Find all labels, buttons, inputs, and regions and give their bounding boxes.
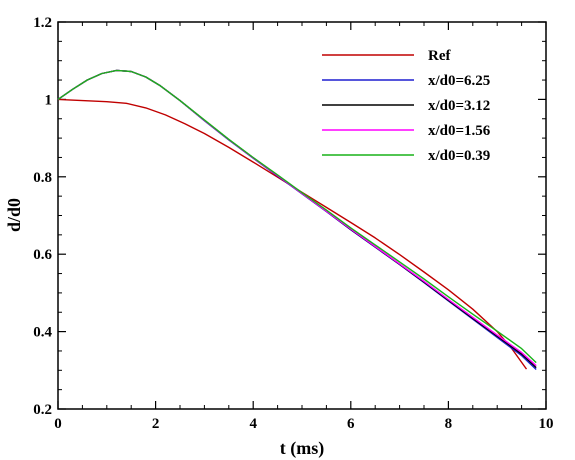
y-tick-label: 1.2 <box>33 15 52 31</box>
legend-label-3: x/d0=3.12 <box>428 98 490 114</box>
y-axis-title: d/d0 <box>4 198 24 232</box>
legend-label-2: x/d0=6.25 <box>428 73 490 89</box>
y-tick-label: 0.8 <box>33 170 52 186</box>
legend-label-1: Ref <box>428 48 451 64</box>
y-tick-label: 0.4 <box>33 325 52 341</box>
legend-label-4: x/d0=1.56 <box>428 123 491 139</box>
legend-label-5: x/d0=0.39 <box>428 148 490 164</box>
series-line-4 <box>57 69 537 367</box>
x-tick-label: 4 <box>249 416 257 432</box>
y-tick-label: 0.6 <box>33 247 52 263</box>
series-line-1 <box>57 98 528 370</box>
x-tick-label: 10 <box>539 416 554 432</box>
legend: Ref x/d0=6.25 x/d0=3.12 x/d0=1.56 x/d0=0.39 <box>322 48 491 164</box>
axis-ticks <box>57 21 547 410</box>
x-tick-label: 2 <box>152 416 160 432</box>
series-line-5 <box>57 69 537 364</box>
series-lines <box>57 69 537 371</box>
series-line-3 <box>57 69 537 369</box>
y-tick-label: 0.2 <box>33 402 52 418</box>
series-line-2 <box>57 69 537 371</box>
x-axis-title: t (ms) <box>280 438 324 459</box>
x-tick-label: 8 <box>445 416 453 432</box>
axis-tick-labels: 0 2 4 6 8 10 0.2 0.4 0.6 0.8 1 1.2 <box>33 15 553 432</box>
x-tick-label: 0 <box>54 416 62 432</box>
x-tick-label: 6 <box>347 416 355 432</box>
y-tick-label: 1 <box>45 92 53 108</box>
